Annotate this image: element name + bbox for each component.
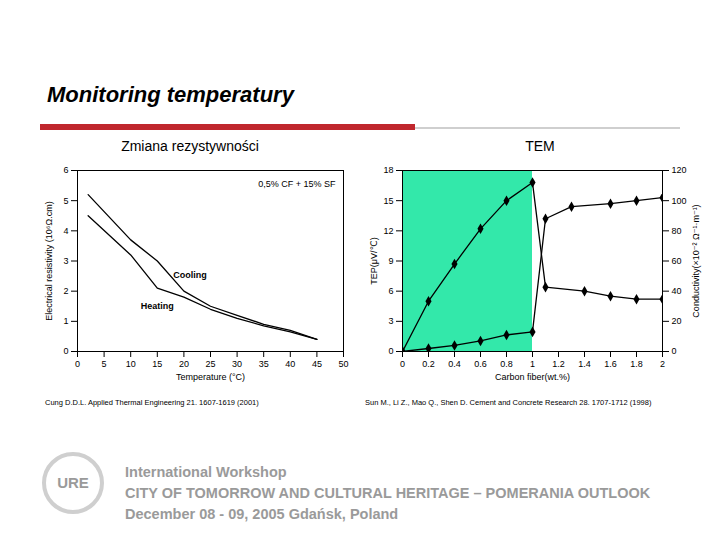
svg-text:40: 40	[285, 359, 295, 369]
svg-text:5: 5	[63, 196, 68, 206]
svg-text:4: 4	[63, 226, 68, 236]
svg-text:20: 20	[672, 316, 682, 326]
svg-text:0,5% CF + 15% SF: 0,5% CF + 15% SF	[258, 179, 336, 189]
html-text:TEM: TEM	[525, 138, 555, 154]
html-text:December 08 - 09, 2005 Gdańsk,: December 08 - 09, 2005 Gdańsk, Poland	[125, 506, 399, 522]
svg-text:Electrical resistivity (10⁶Ω.c: Electrical resistivity (10⁶Ω.cm)	[44, 201, 54, 320]
svg-text:0.4: 0.4	[448, 359, 461, 369]
svg-text:15: 15	[383, 196, 393, 206]
svg-text:12: 12	[383, 226, 393, 236]
svg-text:Carbon fiber(wt.%): Carbon fiber(wt.%)	[495, 372, 570, 382]
svg-text:6: 6	[388, 286, 393, 296]
svg-text:Heating: Heating	[141, 301, 174, 311]
html-text:Monitoring temperatury: Monitoring temperatury	[47, 82, 294, 107]
svg-text:0: 0	[388, 346, 393, 356]
svg-text:5: 5	[102, 359, 107, 369]
svg-text:120: 120	[672, 165, 687, 175]
svg-text:0: 0	[75, 359, 80, 369]
svg-text:25: 25	[205, 359, 215, 369]
svg-text:20: 20	[179, 359, 189, 369]
svg-text:1: 1	[63, 316, 68, 326]
html-text:Zmiana rezystywności: Zmiana rezystywności	[121, 138, 259, 154]
svg-text:0.2: 0.2	[422, 359, 435, 369]
svg-text:Cooling: Cooling	[173, 270, 207, 280]
html-text:URE: URE	[57, 474, 89, 491]
svg-text:60: 60	[672, 256, 682, 266]
svg-text:0: 0	[400, 359, 405, 369]
svg-text:3: 3	[388, 316, 393, 326]
svg-text:100: 100	[672, 196, 687, 206]
svg-text:0: 0	[672, 346, 677, 356]
svg-text:1.8: 1.8	[630, 359, 643, 369]
svg-text:0: 0	[63, 346, 68, 356]
svg-text:2: 2	[63, 286, 68, 296]
svg-text:2: 2	[660, 359, 665, 369]
svg-text:1: 1	[530, 359, 535, 369]
svg-text:3: 3	[63, 256, 68, 266]
html-text:CITY OF TOMORROW AND CULTURAL: CITY OF TOMORROW AND CULTURAL HERITAGE –…	[125, 485, 651, 501]
svg-text:10: 10	[126, 359, 136, 369]
html-text:International Workshop: International Workshop	[125, 464, 287, 480]
svg-text:50: 50	[338, 359, 348, 369]
svg-text:0.6: 0.6	[474, 359, 487, 369]
svg-text:Temperature (°C): Temperature (°C)	[176, 372, 245, 382]
svg-text:40: 40	[672, 286, 682, 296]
svg-text:1.6: 1.6	[604, 359, 617, 369]
svg-text:18: 18	[383, 165, 393, 175]
svg-text:Conductivity(×10⁻² Ω⁻¹·m⁻¹): Conductivity(×10⁻² Ω⁻¹·m⁻¹)	[691, 204, 701, 317]
svg-text:9: 9	[388, 256, 393, 266]
svg-text:35: 35	[259, 359, 269, 369]
html-text:Cung D.D.L. Applied Thermal En: Cung D.D.L. Applied Thermal Engineering …	[45, 398, 259, 407]
svg-text:6: 6	[63, 165, 68, 175]
svg-text:30: 30	[232, 359, 242, 369]
svg-text:15: 15	[152, 359, 162, 369]
html-text:Sun M., Li Z., Mao Q., Shen D.: Sun M., Li Z., Mao Q., Shen D. Cement an…	[365, 398, 652, 407]
svg-text:1.2: 1.2	[552, 359, 565, 369]
svg-text:80: 80	[672, 226, 682, 236]
svg-text:45: 45	[312, 359, 322, 369]
svg-text:1.4: 1.4	[578, 359, 591, 369]
svg-text:TEP(μV/℃): TEP(μV/℃)	[369, 237, 379, 284]
svg-text:0.8: 0.8	[500, 359, 513, 369]
